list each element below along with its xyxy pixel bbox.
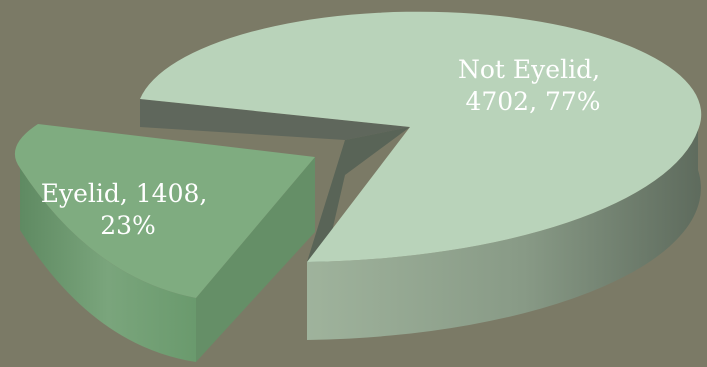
data-label-eyelid-line-2: 23%: [100, 211, 156, 240]
data-label-eyelid: Eyelid, 1408, 23%: [41, 179, 216, 240]
data-label-not-eyelid-line-1: Not Eyelid,: [458, 55, 600, 84]
slice-not-eyelid: [140, 11, 702, 340]
slice-not-eyelid-side: [307, 130, 701, 340]
slice-eyelid-top: [14, 124, 315, 298]
data-label-eyelid-line-1: Eyelid, 1408,: [41, 179, 208, 208]
slice-eyelid-side: [20, 168, 196, 362]
slice-eyelid-cut-wall: [196, 157, 315, 362]
slice-eyelid: [14, 124, 315, 362]
data-label-not-eyelid: Not Eyelid, 4702, 77%: [458, 55, 608, 116]
slice-not-eyelid-top: [140, 11, 702, 262]
slice-not-eyelid-inner-wall: [140, 99, 410, 140]
slice-not-eyelid-cut-wall: [307, 127, 410, 340]
data-label-not-eyelid-line-2: 4702, 77%: [465, 87, 600, 116]
